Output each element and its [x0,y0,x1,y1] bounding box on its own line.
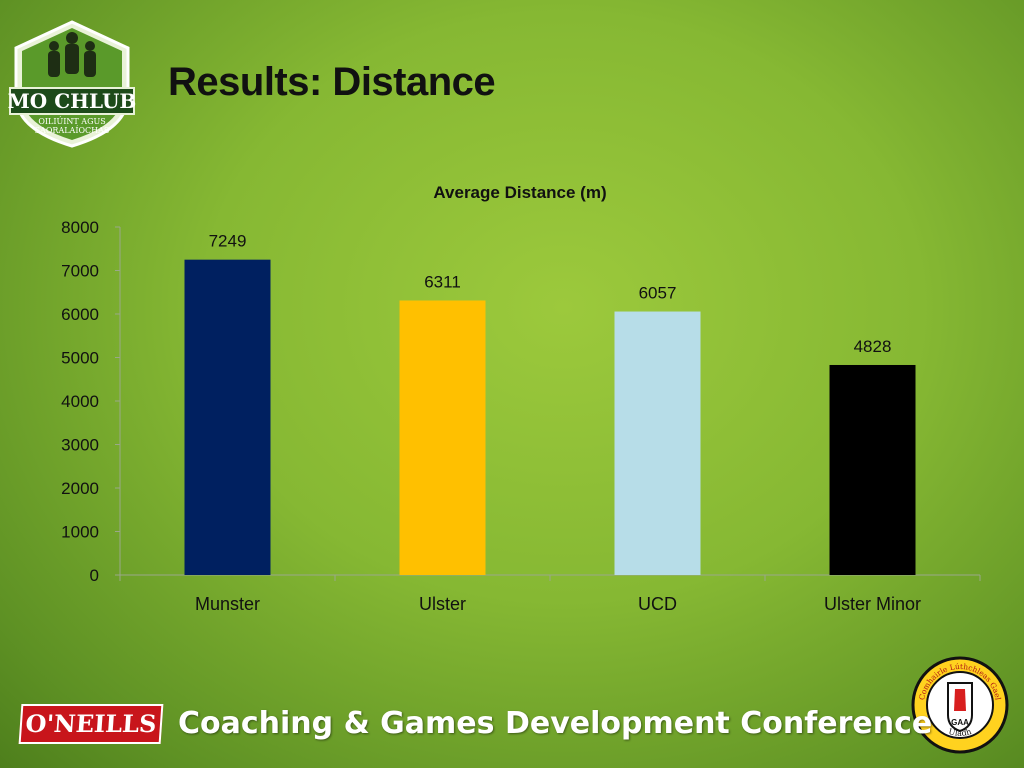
logo-subtitle-1: OILIÚINT AGUS [38,117,105,126]
bar-munster [184,259,271,575]
logo-name: MO CHLUB [8,89,136,113]
oneills-logo: O'NEILLS [18,704,164,744]
slide-title: Results: Distance [168,60,496,104]
x-category-label: UCD [638,594,677,614]
y-tick-label: 3000 [61,436,99,455]
bar-ulster-minor [829,364,916,575]
conference-title: Coaching & Games Development Conference [178,706,933,741]
y-tick-label: 2000 [61,479,99,498]
y-tick-label: 1000 [61,523,99,542]
players-silhouette-icon [48,32,96,77]
crest-text-bottom: Uladh [947,727,972,738]
bar-value-label: 6311 [424,272,461,291]
x-category-label: Ulster [419,594,466,614]
y-tick-label: 8000 [61,218,99,237]
red-hand-icon [954,689,966,711]
bar-value-label: 7249 [209,232,247,251]
bar-ulster [399,300,486,575]
gaa-badge: GAA [951,718,969,727]
chart-title: Average Distance (m) [433,183,606,202]
logo-subtitle-2: SAORALAÍOCHAS [35,126,110,135]
x-category-label: Munster [195,594,260,614]
y-tick-label: 7000 [61,262,99,281]
y-tick-label: 4000 [61,392,99,411]
bar-ucd [614,311,701,575]
bar-value-label: 6057 [639,284,677,303]
y-tick-label: 6000 [61,305,99,324]
bar-value-label: 4828 [854,337,892,356]
ulster-gaa-crest: GAA Comhairle Lúthchleas Gael Uladh [911,656,1009,754]
y-tick-label: 0 [90,566,99,585]
y-tick-label: 5000 [61,349,99,368]
mo-chlub-logo: MO CHLUB OILIÚINT AGUS SAORALAÍOCHAS [8,20,136,148]
footer-banner: O'NEILLS Coaching & Games Development Co… [16,700,932,750]
x-category-label: Ulster Minor [824,594,921,614]
svg-text:Uladh: Uladh [947,727,972,738]
